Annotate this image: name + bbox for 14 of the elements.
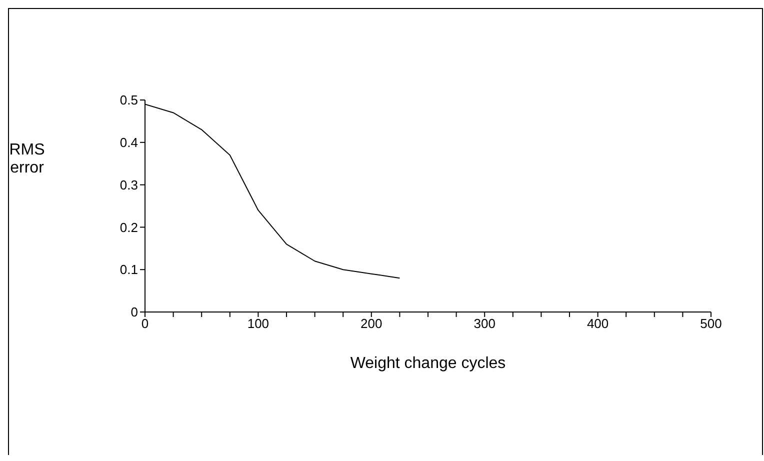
x-tick-label: 200: [360, 316, 382, 332]
x-axis-title: Weight change cycles: [350, 355, 506, 372]
x-tick-label: 400: [586, 316, 609, 332]
x-tick-label: 300: [474, 316, 496, 332]
y-tick-label: 0.5: [120, 92, 138, 108]
x-tick-label: 100: [247, 316, 270, 332]
y-tick-label: 0.2: [120, 220, 138, 235]
y-tick-label: 0: [130, 304, 138, 320]
y-tick-label: 0.1: [120, 262, 138, 278]
x-tick-label: 0: [141, 316, 149, 332]
y-tick-label: 0.4: [120, 135, 138, 150]
y-axis-title: RMS error: [9, 142, 45, 177]
x-tick-label: 500: [700, 316, 722, 332]
y-tick-label: 0.3: [120, 177, 138, 192]
